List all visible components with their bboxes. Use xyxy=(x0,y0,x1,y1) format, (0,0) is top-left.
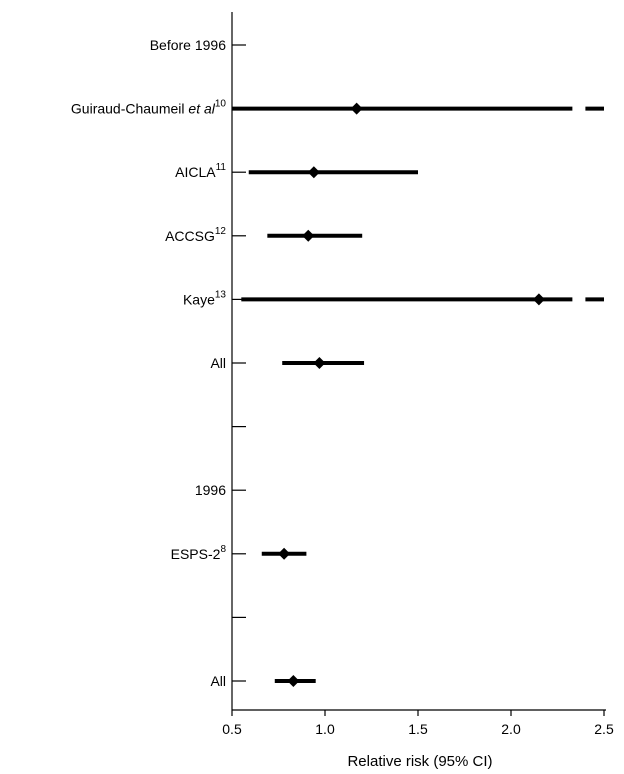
row-label: All xyxy=(210,355,226,371)
row-label-text: All xyxy=(210,673,226,689)
row-label-superscript: 11 xyxy=(216,162,227,173)
row-label-text: Guiraud-Chaumeil xyxy=(71,101,189,117)
row-label-superscript: 10 xyxy=(215,99,227,110)
row-label: Before 1996 xyxy=(150,37,226,53)
rows: Before 1996 Guiraud-Chaumeil et al10 AICLA… xyxy=(71,37,604,689)
row-label-text: Kaye xyxy=(183,291,215,307)
row-label: AICLA11 xyxy=(175,162,226,180)
row-label-text: Before 1996 xyxy=(150,37,226,53)
row-label-text: 1996 xyxy=(195,482,226,498)
point-estimate-marker xyxy=(532,293,545,306)
row-label: Guiraud-Chaumeil et al10 xyxy=(71,99,227,117)
row-label-text: AICLA xyxy=(175,164,216,180)
x-tick-label: 1.5 xyxy=(408,721,428,737)
row-label-text: ESPS-2 xyxy=(171,546,221,562)
row-label: ACCSG12 xyxy=(165,226,226,244)
x-tick-label: 0.5 xyxy=(222,721,242,737)
x-tick-label: 2.5 xyxy=(594,721,614,737)
axes: 0.5 1.0 1.5 2.0 2.5 xyxy=(222,12,614,737)
point-estimate-marker xyxy=(313,357,326,369)
point-estimate-marker xyxy=(350,102,363,115)
x-tick-label: 1.0 xyxy=(315,721,335,737)
row-label-superscript: 12 xyxy=(215,226,227,237)
row-label-text: ACCSG xyxy=(165,228,215,244)
row-label: ESPS-28 xyxy=(171,544,227,562)
row-label: Kaye13 xyxy=(183,289,226,307)
point-estimate-marker xyxy=(278,547,291,560)
row-label-text: All xyxy=(210,355,226,371)
row-label: All xyxy=(210,673,226,689)
row-label-superscript: 13 xyxy=(215,289,227,300)
point-estimate-marker xyxy=(287,675,300,687)
point-estimate-marker xyxy=(307,166,320,179)
row-label-superscript: 8 xyxy=(220,544,226,555)
x-axis-title: Relative risk (95% CI) xyxy=(347,753,492,770)
row-label: 1996 xyxy=(195,482,226,498)
point-estimate-marker xyxy=(302,229,315,242)
x-tick-label: 2.0 xyxy=(501,721,521,737)
row-label-italic: et al xyxy=(188,101,215,117)
